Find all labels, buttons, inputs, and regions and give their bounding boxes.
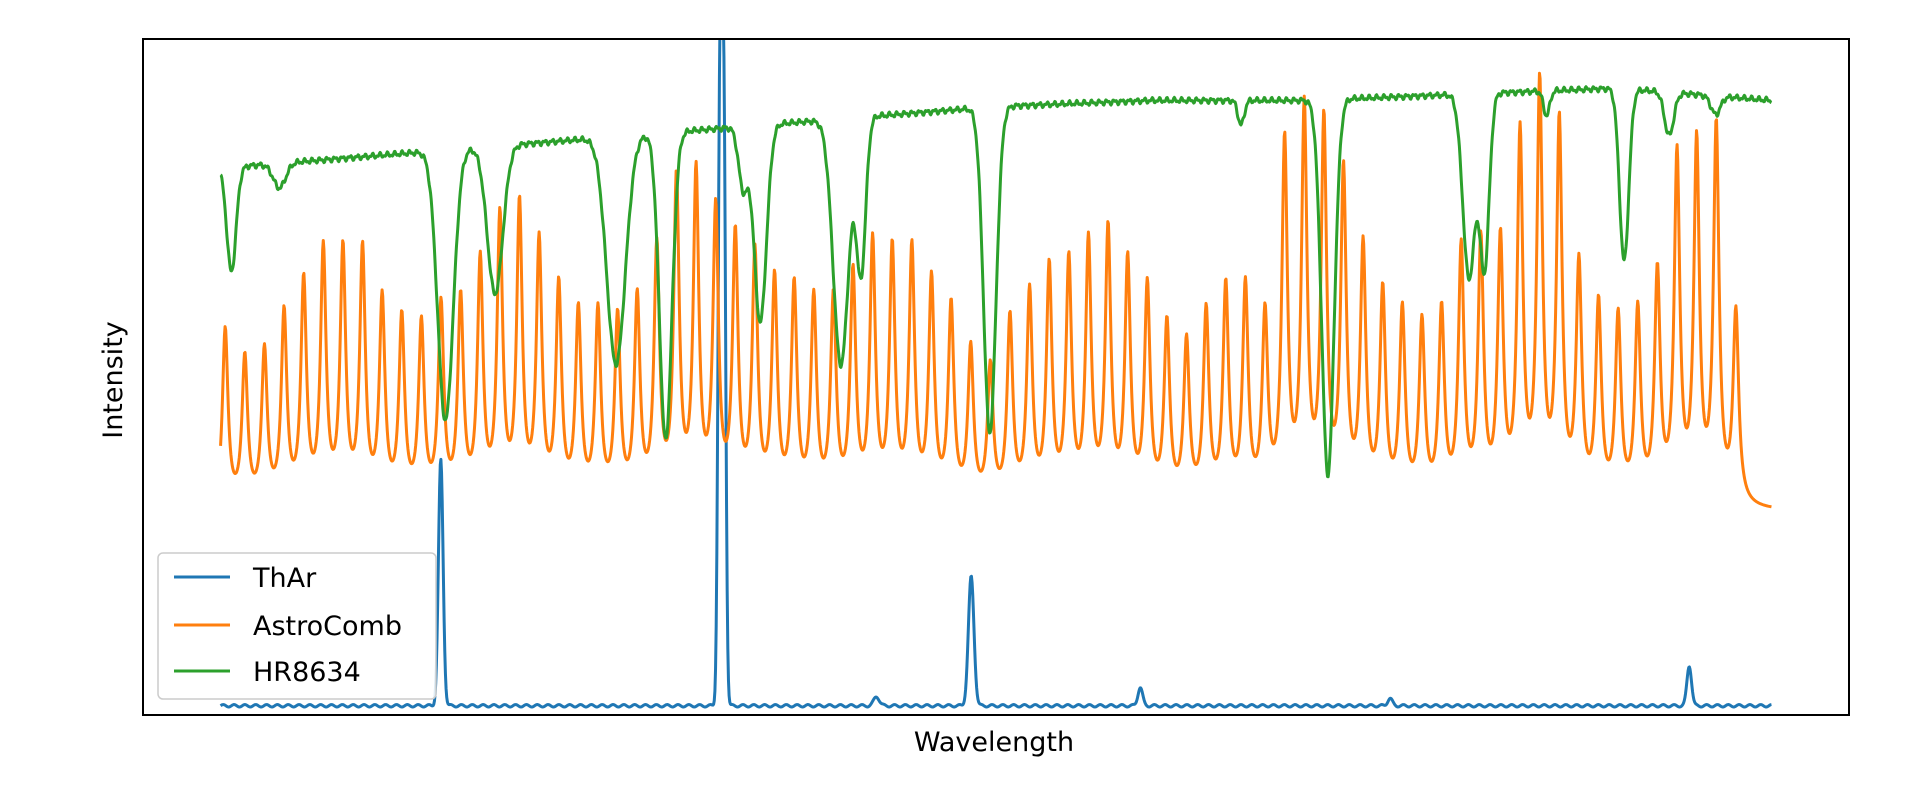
plot-frame	[142, 38, 1850, 716]
legend-entry-hr8634: HR8634	[174, 657, 361, 688]
y-axis-label: Intensity	[98, 321, 129, 439]
legend-box	[157, 552, 437, 700]
series-line-hr8634	[219, 85, 1773, 479]
x-axis-label: Wavelength	[914, 727, 1074, 758]
legend-label-astrocomb: AstroComb	[253, 611, 402, 642]
legend-label-thar: ThAr	[252, 563, 317, 594]
legend-label-hr8634: HR8634	[253, 657, 361, 688]
legend-entry-thar: ThAr	[174, 563, 317, 594]
series-line-thar	[219, 39, 1773, 709]
legend: ThAr AstroComb HR8634	[157, 552, 437, 700]
legend-entry-astrocomb: AstroComb	[174, 611, 402, 642]
series-line-astrocomb	[219, 71, 1773, 509]
